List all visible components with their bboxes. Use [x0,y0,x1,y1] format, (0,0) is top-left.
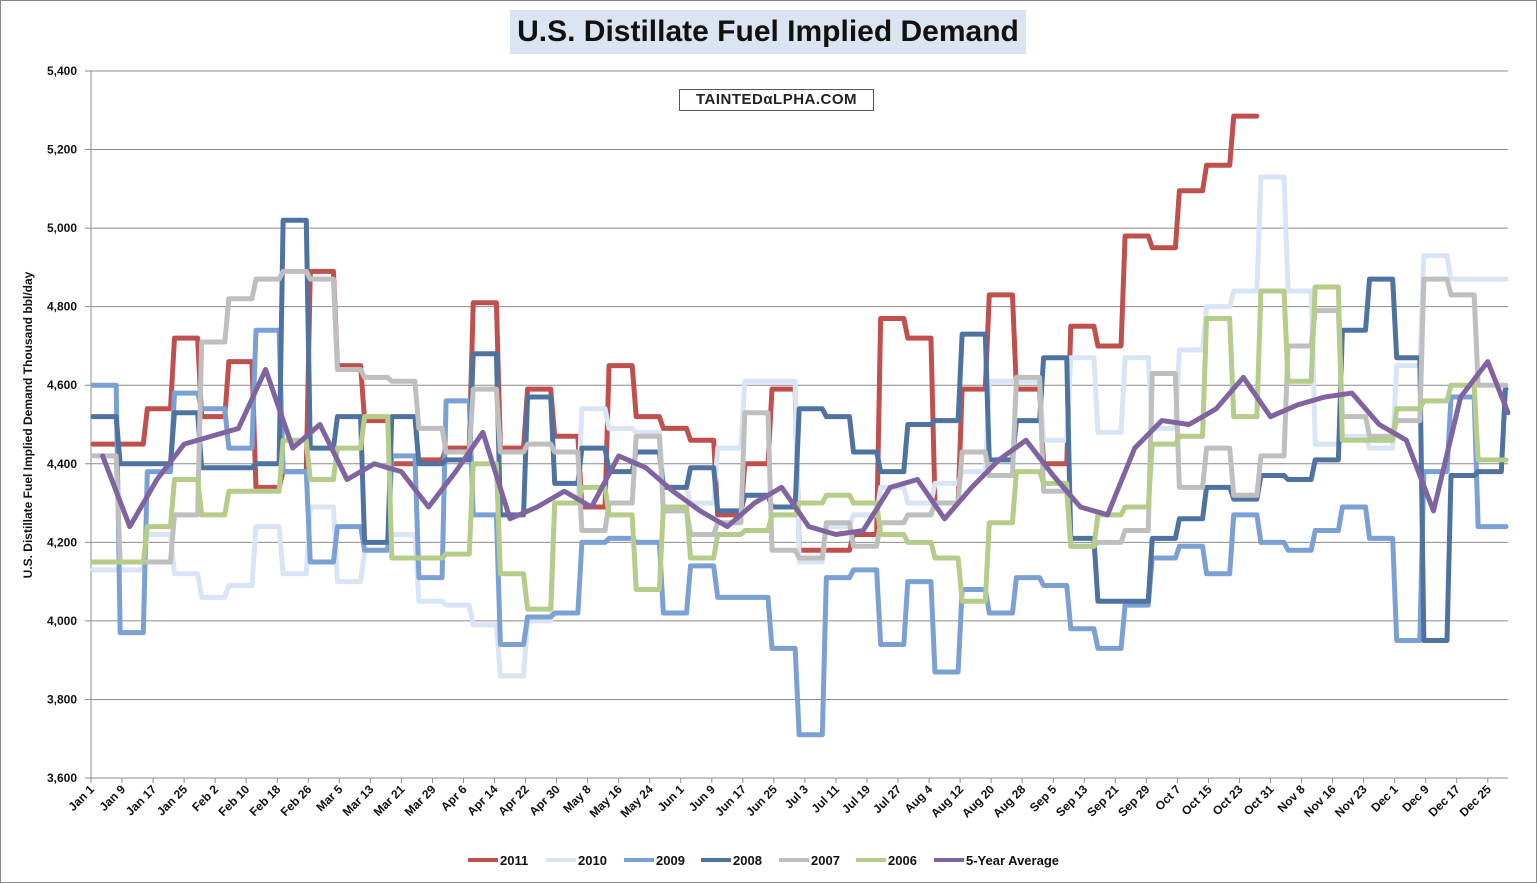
x-tick-label: Jul 11 [809,782,843,816]
legend-label: 2011 [500,853,528,868]
watermark-logo: TAINTEDαLPHA.COM [679,89,874,111]
y-tick-label: 4,800 [47,300,77,314]
y-tick-label: 3,800 [47,692,77,706]
y-tick-label: 4,000 [47,614,77,628]
x-tick-label: Sep 13 [1053,782,1090,819]
x-tick-label: Dec 1 [1368,782,1401,815]
legend-label: 2009 [656,853,685,868]
series-line-2009 [90,327,1509,738]
x-tick-label: Apr 30 [526,782,563,819]
x-tick-label: May 24 [618,782,656,820]
x-tick-label: Aug 12 [928,782,966,820]
x-tick-label: May 16 [587,782,625,820]
x-tick-label: Apr 14 [464,782,501,819]
y-tick-label: 3,600 [47,771,77,785]
y-tick-label: 5,200 [47,143,77,157]
series-line-2008 [90,217,1509,644]
series-line-2006 [90,284,1509,612]
x-tick-label: Jul 19 [839,782,873,816]
x-tick-label: Jul 27 [870,782,904,816]
x-tick-label: Jan 17 [123,782,160,819]
y-tick-label: 5,400 [47,64,77,78]
x-tick-label: Apr 22 [495,782,532,819]
y-tick-label: 4,600 [47,378,77,392]
x-tick-label: Dec 25 [1457,782,1494,819]
x-tick-label: Feb 10 [216,782,253,819]
x-tick-label: Feb 26 [278,782,315,819]
x-tick-label: Sep 29 [1115,782,1152,819]
y-tick-label: 4,400 [47,457,77,471]
y-tick-label: 5,000 [47,221,77,235]
x-tick-label: Oct 15 [1179,782,1215,818]
legend-label: 2008 [733,853,762,868]
x-tick-label: Jun 17 [712,782,749,819]
x-tick-label: Oct 23 [1210,782,1246,818]
x-tick-label: Mar 29 [402,782,439,819]
x-tick-label: Nov 23 [1332,782,1370,820]
x-tick-label: Jan 25 [154,782,191,819]
y-tick-label: 4,200 [47,535,77,549]
chart-title: U.S. Distillate Fuel Implied Demand [510,10,1026,54]
x-tick-label: Jan 1 [66,782,98,814]
x-tick-label: Sep 21 [1084,782,1121,819]
x-tick-label: Dec 17 [1426,782,1463,819]
x-tick-label: Oct 31 [1241,782,1277,818]
legend-label: 5-Year Average [966,853,1059,868]
legend-label: 2007 [811,853,840,868]
series-line-5-year-average [100,359,1511,537]
legend-label: 2006 [888,853,917,868]
x-tick-label: Nov 16 [1301,782,1339,820]
series-line-2007 [90,268,1509,565]
x-tick-label: Jul 3 [782,782,811,811]
x-tick-label: Mar 21 [371,782,408,819]
x-tick-label: Aug 20 [959,782,997,820]
legend-label: 2010 [578,853,607,868]
x-tick-label: Jun 25 [743,782,780,819]
x-tick-label: Mar 13 [340,782,377,819]
x-tick-label: Feb 18 [247,782,284,819]
x-tick-label: Jun 1 [655,782,687,814]
x-tick-label: Aug 28 [990,782,1028,820]
